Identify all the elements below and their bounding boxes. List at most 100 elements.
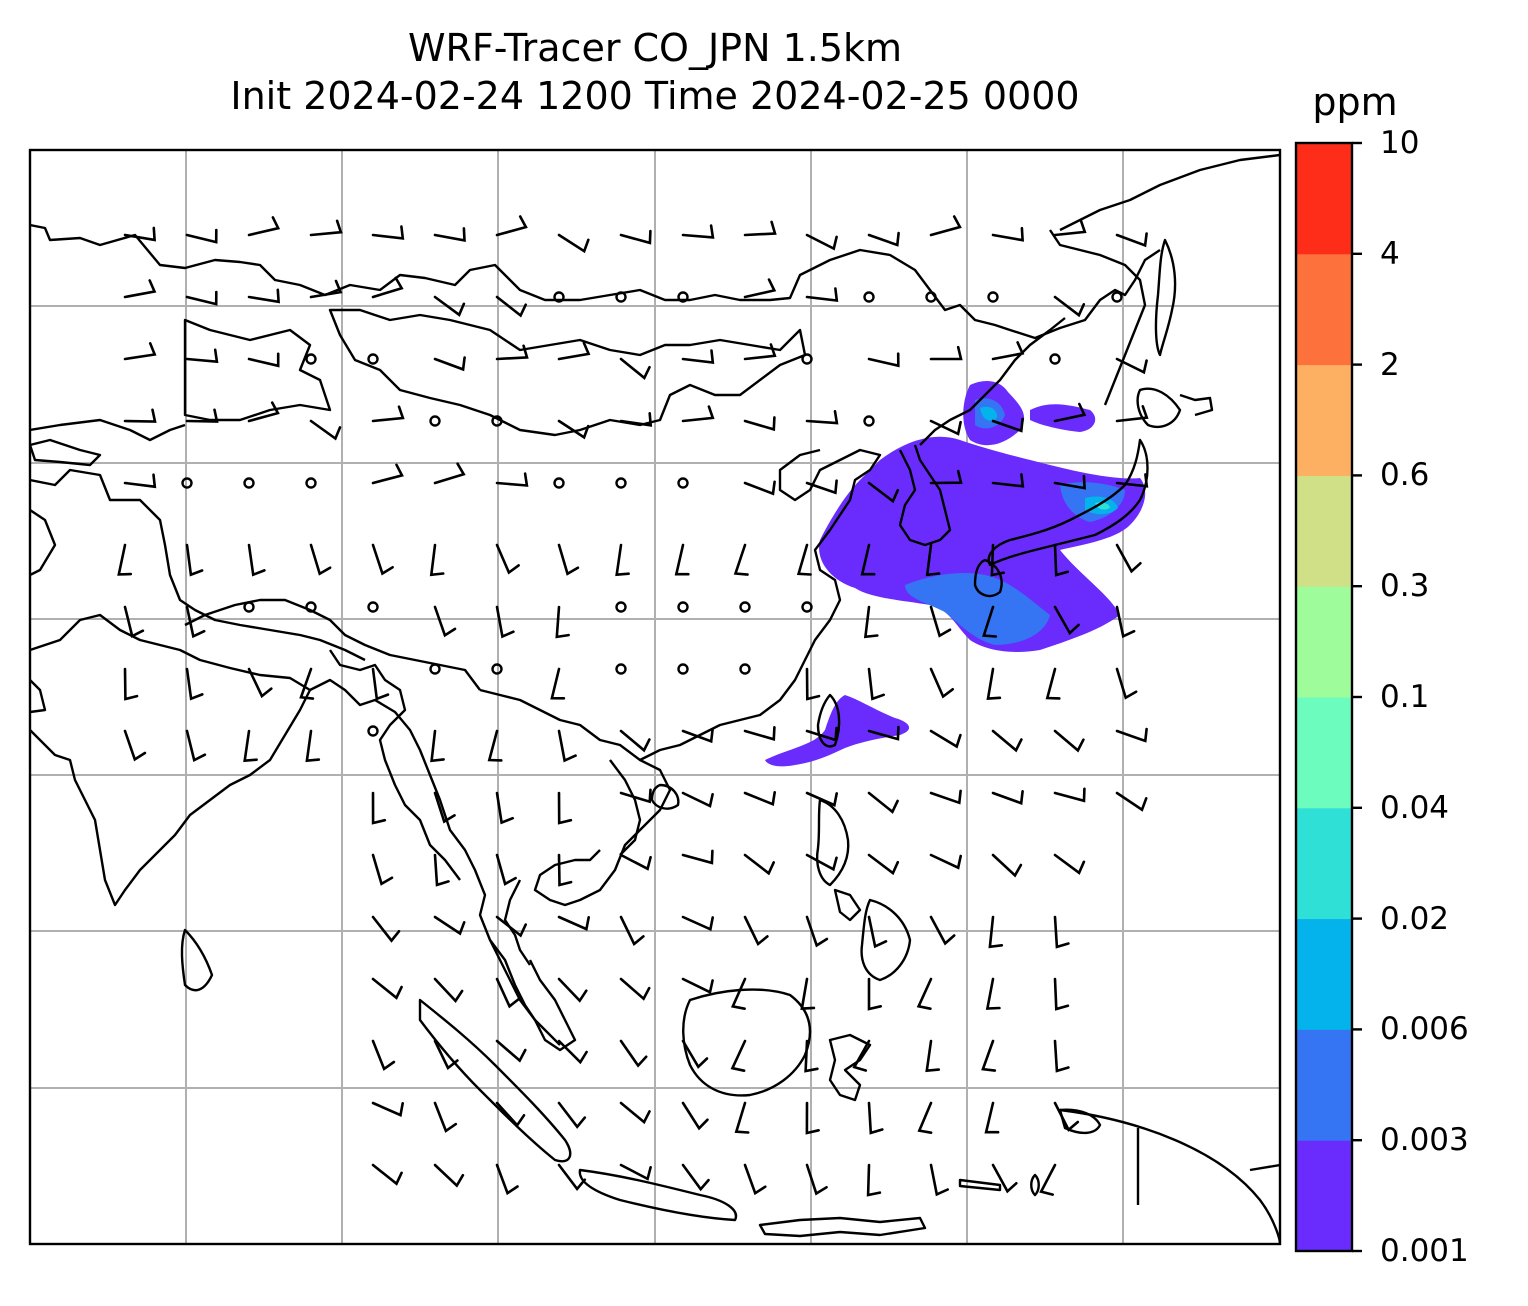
island-hainan: [650, 783, 680, 810]
wind-calm-marker: [305, 477, 317, 489]
wind-barb: [1115, 405, 1149, 423]
wind-barb: [867, 977, 882, 1011]
island-java: [578, 1168, 738, 1222]
island-mindanao: [860, 898, 912, 982]
colorbar-tick-label: 0.1: [1380, 679, 1430, 715]
wind-calm-marker: [739, 601, 751, 613]
wind-barb: [371, 225, 405, 240]
wind-barb: [495, 1101, 526, 1128]
border-central-asia: [183, 318, 332, 422]
wind-barb: [1115, 791, 1148, 812]
island-new-guinea-west: [1058, 1108, 1102, 1135]
wind-barb: [433, 356, 466, 372]
wind-calm-marker: [553, 291, 565, 303]
wind-barb: [867, 667, 885, 701]
wind-barb: [185, 408, 219, 423]
wind-barb: [1115, 232, 1148, 248]
wind-barb: [433, 227, 466, 242]
wind-barb: [929, 605, 952, 638]
wind-barb: [243, 729, 258, 763]
wind-barb: [557, 1163, 587, 1191]
wind-barb: [433, 977, 464, 1003]
wind-calm-marker: [1049, 353, 1061, 365]
wind-barb: [991, 853, 1023, 878]
wind-calm-marker: [243, 601, 255, 613]
wind-barb: [433, 1039, 459, 1071]
wind-barb: [990, 543, 1005, 577]
wind-barb: [433, 462, 466, 485]
plot-title: WRF-Tracer CO_JPN 1.5km Init 2024-02-24 …: [30, 24, 1280, 120]
wind-barb: [805, 667, 821, 701]
island-sri-lanka: [180, 928, 214, 992]
wind-barb: [619, 1101, 651, 1125]
wind-barb: [866, 1163, 882, 1197]
wind-barb: [430, 729, 445, 763]
wind-barb: [1053, 605, 1080, 636]
wind-calm-marker: [1111, 291, 1123, 303]
wind-barb: [1053, 543, 1070, 577]
coast-north-boundary: [30, 223, 1161, 340]
wind-barb: [619, 729, 651, 753]
wind-barb: [371, 405, 405, 423]
wind-barb: [247, 288, 281, 304]
island-honshu: [987, 438, 1149, 567]
wind-barb: [916, 977, 933, 1010]
wind-barb: [681, 349, 715, 364]
wind-barb: [1053, 787, 1086, 803]
wind-barb: [867, 481, 900, 504]
wind-barb: [433, 295, 466, 317]
colorbar-tick-label: 0.003: [1380, 1122, 1469, 1159]
colorbar-bin: [1296, 143, 1352, 255]
wind-barb: [185, 605, 206, 639]
wind-barb: [743, 853, 775, 876]
wind-barb: [860, 543, 876, 576]
wind-barb: [619, 1039, 648, 1068]
coast-okhotsk: [1049, 229, 1147, 406]
wind-barb: [984, 1101, 1000, 1134]
wind-barb: [371, 977, 403, 1000]
wind-barb: [805, 233, 838, 251]
wind-barb: [309, 279, 343, 299]
coast-png-east: [1249, 1163, 1280, 1172]
wind-calm-marker: [367, 601, 379, 613]
colorbar: [1294, 141, 1362, 1253]
island-borneo: [682, 988, 812, 1097]
wind-barb: [495, 915, 527, 938]
wind-barb: [495, 853, 517, 886]
wind-barb: [433, 791, 456, 824]
wind-barb: [1053, 219, 1087, 237]
coast-india: [30, 613, 312, 907]
wind-barb: [743, 220, 777, 237]
wind-barb: [371, 1101, 404, 1117]
wind-barb: [247, 667, 273, 699]
island-hokkaido: [1136, 387, 1182, 429]
wind-barb: [495, 977, 521, 1009]
wind-barb: [805, 915, 829, 948]
wind-barb: [495, 605, 515, 639]
wind-barb: [433, 853, 450, 887]
wind-barb: [805, 726, 838, 742]
wind-barb: [730, 1039, 747, 1072]
wind-barb: [371, 463, 404, 485]
wind-barb: [681, 1163, 710, 1192]
wind-barb: [299, 667, 315, 700]
wind-barb: [1053, 402, 1087, 423]
wind-calm-marker: [491, 415, 503, 427]
wind-barb: [619, 229, 652, 245]
island-luzon: [816, 798, 850, 887]
wind-calm-marker: [305, 601, 317, 613]
wind-barb: [917, 1101, 933, 1134]
wind-barb: [929, 729, 962, 749]
wind-barb: [557, 1039, 588, 1065]
wind-barb: [986, 667, 1002, 701]
wind-barb: [619, 357, 651, 380]
wind-barb: [681, 405, 715, 423]
wind-barb: [1115, 727, 1148, 743]
island-new-guinea: [1059, 1108, 1280, 1244]
wind-barb: [681, 791, 714, 808]
wind-barb: [185, 543, 204, 577]
wind-barb: [991, 417, 1024, 433]
wind-calm-marker: [677, 601, 689, 613]
wind-barb: [743, 791, 776, 807]
